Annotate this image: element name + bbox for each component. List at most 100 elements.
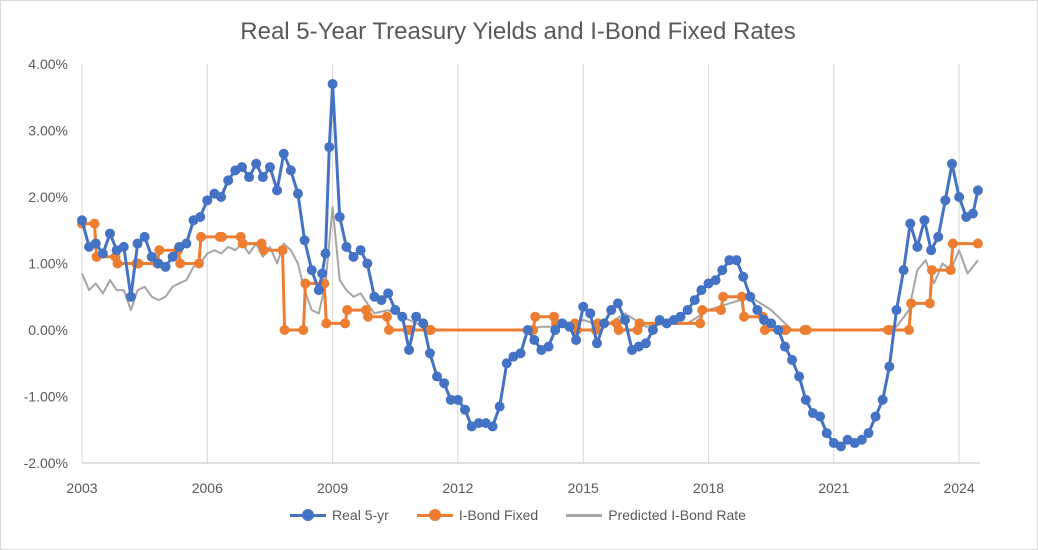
data-point — [112, 258, 123, 269]
data-point — [175, 258, 186, 269]
data-point — [236, 162, 247, 173]
data-point — [835, 441, 846, 452]
data-point — [933, 231, 944, 242]
x-tick-label: 2003 — [66, 480, 97, 496]
data-point — [766, 318, 777, 329]
legend-label: Predicted I-Bond Rate — [608, 507, 746, 523]
data-point — [578, 301, 589, 312]
data-point — [251, 158, 262, 169]
y-tick-label: 2.00% — [28, 189, 68, 205]
y-tick-label: -2.00% — [24, 455, 68, 471]
x-tick-label: 2021 — [818, 480, 849, 496]
data-point — [381, 311, 392, 322]
data-point — [196, 231, 207, 242]
x-tick-label: 2006 — [192, 480, 223, 496]
data-point — [745, 291, 756, 302]
data-point — [154, 245, 165, 256]
data-point — [738, 271, 749, 282]
data-point — [522, 325, 533, 335]
data-point — [550, 325, 561, 335]
data-point — [237, 238, 248, 249]
data-point — [612, 298, 623, 309]
grid-lines — [81, 64, 960, 463]
series-line — [81, 206, 979, 331]
legend-label: I-Bond Fixed — [458, 507, 539, 523]
data-point — [898, 265, 909, 276]
data-point — [647, 325, 658, 335]
data-point — [972, 185, 983, 196]
data-point — [390, 305, 401, 316]
data-point — [425, 325, 436, 335]
data-point — [800, 394, 811, 405]
data-point — [181, 238, 192, 249]
x-axis-labels: 2003 2006 2009 2012 2015 2018 2021 2024 — [66, 480, 974, 496]
data-point — [324, 142, 335, 153]
data-point — [773, 325, 784, 335]
data-point — [334, 211, 345, 222]
data-point — [682, 305, 693, 316]
y-axis-labels: 4.00% 3.00% 2.00% 1.00% 0.00% -1.00% -2.00% — [24, 56, 68, 471]
data-point — [599, 318, 610, 329]
data-point — [160, 261, 171, 272]
data-point — [355, 245, 366, 256]
data-point — [298, 325, 309, 335]
data-point — [90, 238, 101, 249]
data-point — [348, 251, 359, 262]
legend-swatch — [416, 509, 453, 521]
data-point — [954, 192, 965, 202]
data-point — [912, 241, 923, 252]
data-point — [945, 265, 956, 276]
legend-item: Predicted I-Bond Rate — [566, 507, 746, 523]
data-point — [223, 175, 234, 186]
data-point — [473, 418, 484, 429]
data-point — [515, 348, 526, 359]
data-point — [779, 341, 790, 352]
data-point — [321, 318, 332, 329]
data-point — [689, 295, 700, 306]
data-point — [634, 318, 645, 329]
x-tick-label: 2012 — [442, 480, 473, 496]
data-point — [967, 208, 978, 219]
x-tick-label: 2009 — [317, 480, 348, 496]
x-tick-label: 2018 — [693, 480, 724, 496]
data-point — [972, 238, 983, 249]
data-point — [244, 172, 255, 183]
data-point — [591, 338, 602, 349]
data-point — [905, 218, 916, 229]
data-point — [167, 251, 178, 262]
data-point — [383, 288, 394, 299]
data-point — [327, 78, 338, 89]
y-tick-label: 4.00% — [28, 56, 68, 72]
data-point — [870, 411, 881, 422]
series-i-bond-fixed — [77, 218, 983, 335]
data-point — [884, 361, 895, 372]
data-point — [146, 251, 157, 262]
data-point — [104, 228, 115, 239]
data-point — [924, 298, 935, 309]
data-point — [494, 401, 505, 412]
data-point — [675, 311, 686, 322]
data-point — [460, 404, 471, 415]
y-tick-label: 1.00% — [28, 256, 68, 272]
data-point — [132, 238, 143, 249]
data-point — [299, 235, 310, 246]
data-point — [257, 172, 268, 183]
legend-swatch — [566, 509, 603, 521]
series-predicted-i-bond-rate — [81, 206, 979, 331]
data-point — [279, 325, 290, 335]
data-point — [411, 311, 422, 322]
data-point — [906, 298, 917, 309]
data-point — [736, 291, 747, 302]
data-point — [801, 325, 812, 335]
legend-item: I-Bond Fixed — [416, 507, 539, 523]
data-point — [202, 195, 213, 206]
data-point — [363, 311, 374, 322]
x-tick-label: 2024 — [944, 480, 975, 496]
data-point — [342, 305, 353, 316]
data-point — [940, 195, 951, 206]
data-point — [564, 321, 575, 332]
data-point — [718, 291, 729, 302]
data-point — [530, 311, 541, 322]
data-point — [292, 188, 303, 199]
